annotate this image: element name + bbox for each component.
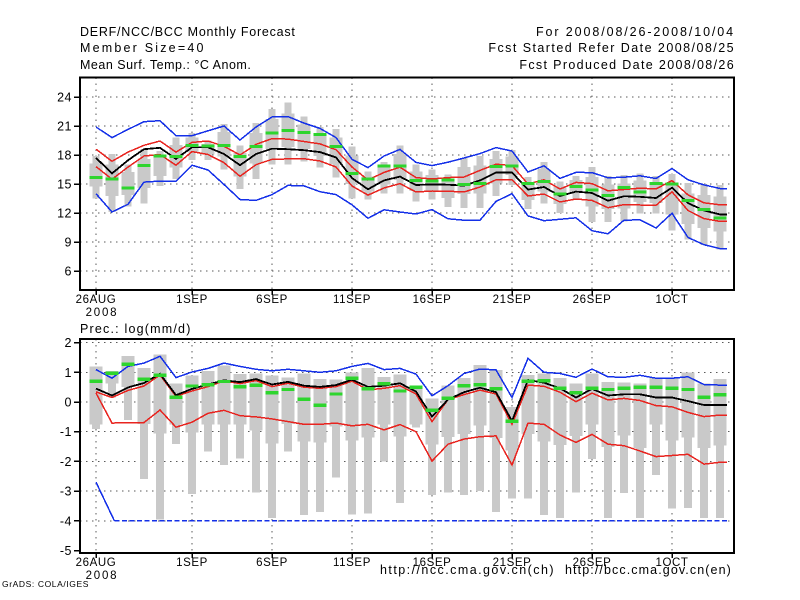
svg-text:1SEP: 1SEP xyxy=(176,294,208,306)
svg-text:16SEP: 16SEP xyxy=(413,294,452,306)
svg-text:For 2008/08/26-2008/10/04: For 2008/08/26-2008/10/04 xyxy=(536,25,735,39)
svg-text:1OCT: 1OCT xyxy=(655,294,688,306)
svg-text:1SEP: 1SEP xyxy=(176,557,208,569)
svg-text:1OCT: 1OCT xyxy=(655,557,688,569)
svg-text:-5: -5 xyxy=(60,544,72,558)
svg-text:11SEP: 11SEP xyxy=(333,294,371,306)
svg-text:1: 1 xyxy=(65,366,72,380)
svg-text:21SEP: 21SEP xyxy=(493,294,532,306)
svg-text:12: 12 xyxy=(57,207,72,221)
svg-text:http://bcc.cma.gov.cn(en): http://bcc.cma.gov.cn(en) xyxy=(565,563,732,577)
svg-text:6SEP: 6SEP xyxy=(256,294,288,306)
svg-text:15: 15 xyxy=(57,178,72,192)
svg-text:http://ncc.cma.gov.cn(ch): http://ncc.cma.gov.cn(ch) xyxy=(380,563,555,577)
svg-text:11SEP: 11SEP xyxy=(333,557,371,569)
svg-text:26AUG: 26AUG xyxy=(76,557,117,569)
svg-text:GrADS: COLA/IGES: GrADS: COLA/IGES xyxy=(2,579,89,589)
svg-text:21SEP: 21SEP xyxy=(493,557,532,569)
svg-text:DERF/NCC/BCC Monthly Forecast: DERF/NCC/BCC Monthly Forecast xyxy=(80,25,296,39)
svg-text:24: 24 xyxy=(57,91,72,105)
svg-text:16SEP: 16SEP xyxy=(413,557,452,569)
svg-text:-4: -4 xyxy=(60,514,72,528)
svg-text:26AUG: 26AUG xyxy=(76,294,117,306)
svg-text:-2: -2 xyxy=(60,455,72,469)
svg-text:Fcst Produced Date 2008/08/26: Fcst Produced Date 2008/08/26 xyxy=(519,58,735,72)
svg-text:Prec.: log(mm/d): Prec.: log(mm/d) xyxy=(80,322,192,336)
svg-text:Member Size=40: Member Size=40 xyxy=(80,41,206,55)
svg-text:6SEP: 6SEP xyxy=(256,557,288,569)
svg-text:-3: -3 xyxy=(60,485,72,499)
svg-text:Fcst Started Refer Date 2008/0: Fcst Started Refer Date 2008/08/25 xyxy=(488,41,735,55)
svg-text:18: 18 xyxy=(57,149,72,163)
svg-text:-1: -1 xyxy=(60,425,72,439)
svg-text:2: 2 xyxy=(65,336,72,350)
svg-text:2008: 2008 xyxy=(86,570,119,582)
svg-text:9: 9 xyxy=(65,236,72,250)
svg-text:0: 0 xyxy=(65,396,72,410)
svg-text:Mean Surf. Temp.: °C Anom.: Mean Surf. Temp.: °C Anom. xyxy=(80,58,251,72)
svg-text:21: 21 xyxy=(57,120,72,134)
svg-text:26SEP: 26SEP xyxy=(573,294,612,306)
svg-text:26SEP: 26SEP xyxy=(573,557,612,569)
svg-text:6: 6 xyxy=(65,265,72,279)
svg-text:2008: 2008 xyxy=(86,307,119,319)
